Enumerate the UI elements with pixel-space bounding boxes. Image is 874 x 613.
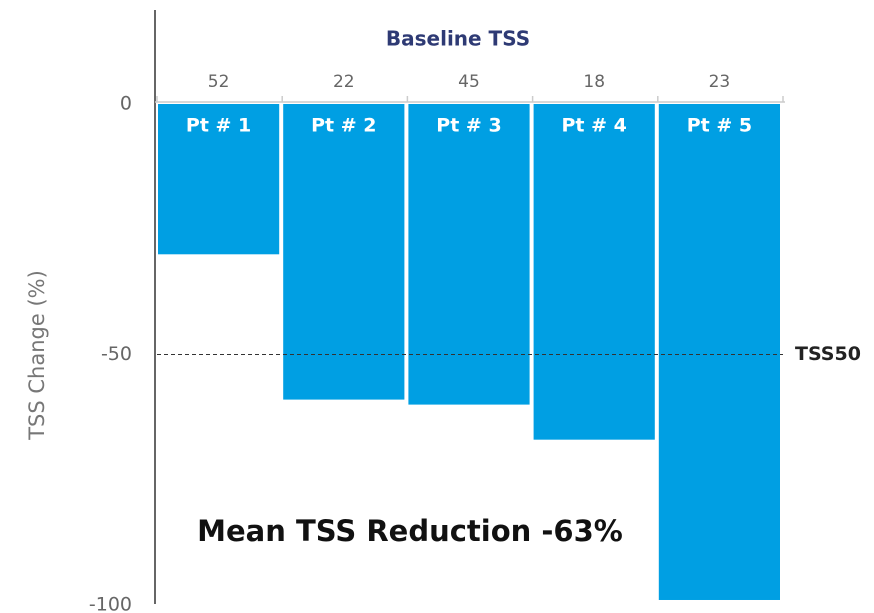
bar (658, 104, 780, 600)
y-tick-label: -50 (101, 343, 132, 365)
bar-label: Pt # 4 (562, 115, 627, 137)
bar (283, 104, 405, 400)
bar-label: Pt # 3 (436, 115, 501, 137)
baseline-value: 45 (458, 72, 480, 92)
baseline-value: 23 (709, 72, 731, 92)
bar (158, 104, 280, 255)
top-label: Baseline TSS (386, 27, 530, 51)
bar-label: Pt # 2 (311, 115, 376, 137)
bar-label: Pt # 1 (186, 115, 251, 137)
reference-label: TSS50 (795, 343, 861, 365)
y-tick-label: -100 (89, 594, 132, 613)
y-tick-label: 0 (120, 93, 132, 115)
annotation: Mean TSS Reduction -63% (197, 514, 623, 548)
baseline-value: 52 (208, 72, 230, 92)
baseline-value: 22 (333, 72, 355, 92)
bar (408, 104, 530, 405)
baseline-value: 18 (583, 72, 605, 92)
y-axis-label: TSS Change (%) (25, 270, 49, 441)
bar (533, 104, 655, 440)
bar-label: Pt # 5 (687, 115, 752, 137)
